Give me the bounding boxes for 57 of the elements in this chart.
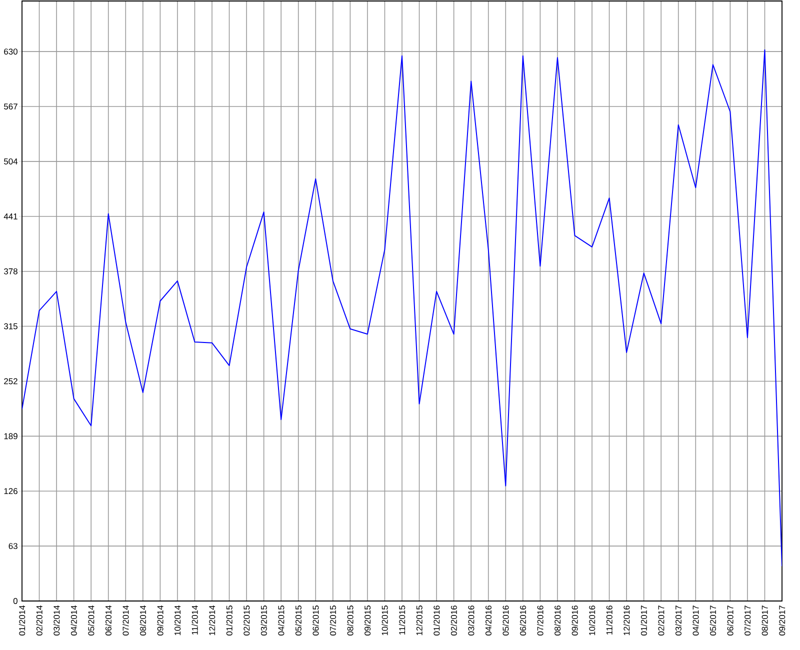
x-tick-label: 07/2014 (122, 605, 129, 636)
x-tick-label: 02/2016 (450, 606, 457, 636)
x-tick-label: 09/2016 (572, 606, 578, 636)
y-tick-label: 315 (4, 323, 18, 330)
x-tick-label: 06/2014 (105, 605, 112, 636)
x-tick-label: 07/2016 (537, 606, 544, 636)
y-tick-label: 63 (8, 543, 18, 550)
x-tick-label: 11/2014 (192, 605, 198, 635)
x-tick-label: 09/2014 (157, 605, 164, 636)
x-tick-label: 03/2015 (260, 606, 267, 636)
x-tick-label: 04/2016 (485, 606, 492, 636)
x-tick-label: 05/2016 (502, 606, 509, 636)
x-tick-label: 01/2015 (226, 606, 232, 636)
x-tick-label: 11/2016 (606, 606, 612, 635)
x-tick-label: 03/2014 (53, 605, 60, 636)
y-tick-label: 378 (4, 268, 18, 274)
x-tick-label: 04/2014 (70, 605, 77, 636)
x-tick-label: 05/2015 (295, 606, 302, 636)
y-tick-label: 567 (4, 104, 18, 110)
x-tick-label: 06/2017 (727, 606, 734, 636)
x-tick-label: 10/2014 (174, 605, 181, 636)
x-tick-label: 01/2016 (433, 606, 440, 636)
x-tick-label: 08/2017 (762, 606, 768, 636)
x-tick-label: 03/2016 (468, 606, 474, 636)
x-tick-label: 05/2017 (710, 606, 716, 636)
x-tick-label: 08/2014 (140, 605, 146, 636)
x-tick-label: 07/2015 (330, 606, 336, 636)
x-tick-label: 08/2016 (554, 606, 561, 636)
x-tick-label: 01/2017 (640, 606, 647, 636)
x-tick-label: 09/2017 (778, 606, 786, 636)
y-tick-label: 441 (4, 213, 18, 220)
x-tick-label: 02/2015 (243, 606, 250, 636)
x-tick-label: 06/2016 (520, 606, 526, 636)
y-tick-label: 252 (4, 378, 18, 384)
x-tick-label: 11/2015 (398, 606, 406, 635)
x-tick-label: 05/2014 (88, 605, 94, 636)
x-tick-label: 12/2014 (208, 605, 216, 636)
line-series (22, 49, 782, 567)
x-tick-label: 09/2015 (364, 606, 371, 636)
x-tick-label: 06/2015 (312, 606, 319, 636)
x-tick-label: 10/2016 (588, 606, 596, 636)
y-tick-label: 504 (4, 158, 18, 164)
x-tick-label: 07/2017 (744, 606, 751, 636)
x-tick-label: 08/2015 (347, 606, 354, 636)
x-tick-label: 04/2017 (692, 606, 699, 636)
x-tick-label: 03/2017 (675, 606, 682, 636)
x-tick-label: 04/2015 (278, 606, 284, 636)
x-tick-label: 12/2015 (416, 606, 422, 636)
x-tick-label: 10/2015 (382, 606, 388, 636)
x-tick-label: 12/2016 (623, 606, 630, 636)
y-tick-label: 189 (4, 433, 18, 440)
y-tick-label: 630 (4, 48, 18, 55)
y-tick-label: 0 (13, 598, 18, 604)
x-tick-label: 02/2014 (36, 605, 42, 636)
x-tick-label: 01/2014 (18, 605, 26, 636)
y-tick-label: 126 (4, 488, 18, 494)
x-tick-label: 02/2017 (658, 606, 664, 636)
